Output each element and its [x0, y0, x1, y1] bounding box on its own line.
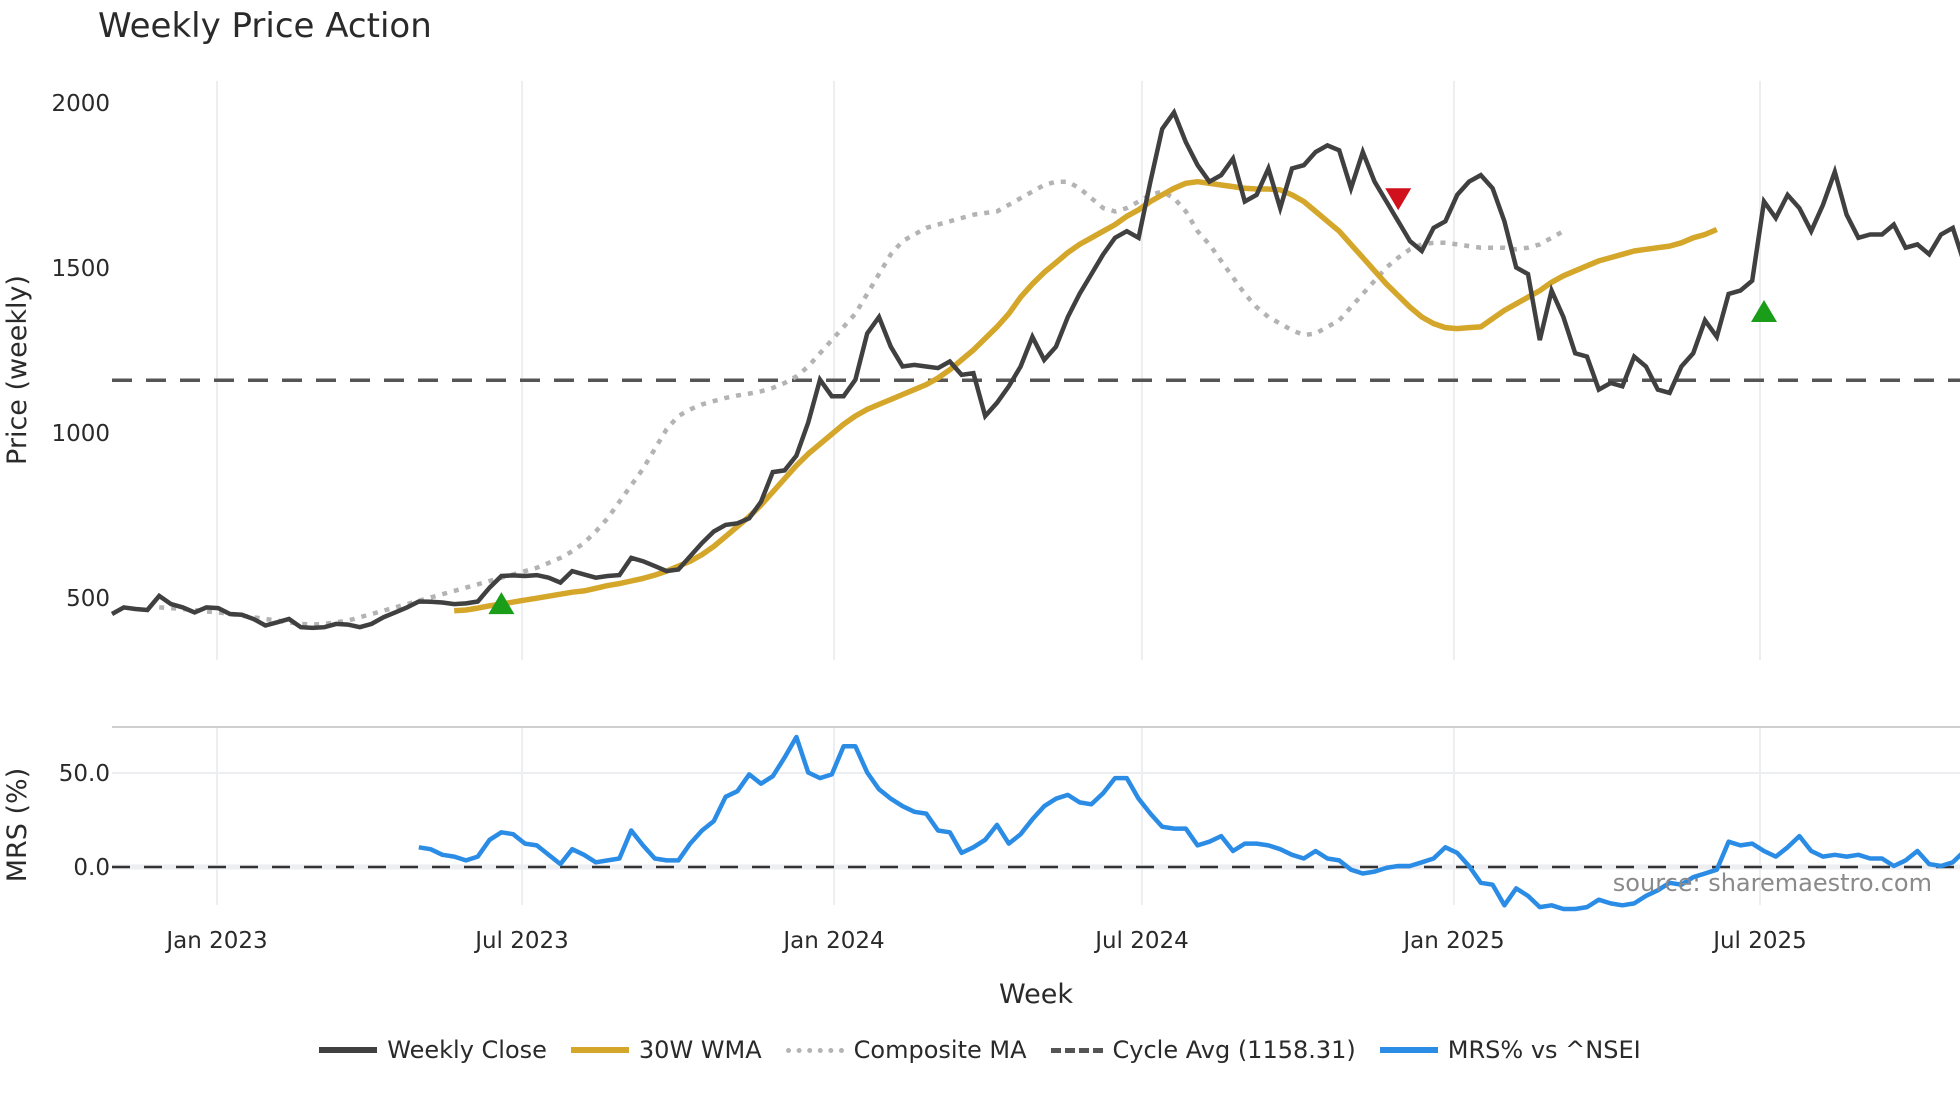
- price-ytick-500: 500: [66, 586, 110, 612]
- signal-markers: [488, 188, 1777, 615]
- legend-item-weekly-close[interactable]: Weekly Close: [319, 1036, 547, 1064]
- composite-ma-line: [159, 179, 1565, 627]
- legend-item-composite[interactable]: Composite MA: [785, 1036, 1027, 1064]
- legend-item-cycle-avg[interactable]: Cycle Avg (1158.31): [1050, 1036, 1356, 1064]
- composite-swatch-icon: [785, 1047, 844, 1053]
- mrs-line: [418, 734, 1960, 912]
- xtick-jul-2023: Jul 2023: [473, 928, 569, 954]
- mrs-ytick-0: 0.0: [73, 855, 110, 881]
- legend-label-mrs: MRS% vs ^NSEI: [1447, 1036, 1641, 1064]
- price-ytick-1500: 1500: [51, 256, 110, 282]
- x-axis-title: Week: [999, 979, 1073, 1010]
- buy-signal-triangle-icon: [1751, 300, 1777, 323]
- xtick-jan-2024: Jan 2024: [781, 928, 884, 954]
- weekly-close-line: [110, 107, 1960, 631]
- legend-label-wma: 30W WMA: [638, 1036, 762, 1064]
- mrs-swatch-icon: [1379, 1047, 1438, 1053]
- legend-label-weekly-close: Weekly Close: [387, 1036, 547, 1064]
- legend-item-mrs[interactable]: MRS% vs ^NSEI: [1379, 1036, 1641, 1064]
- legend-item-wma[interactable]: 30W WMA: [570, 1036, 762, 1064]
- xtick-jan-2023: Jan 2023: [164, 928, 267, 954]
- mrs-y-axis-title: MRS (%): [2, 768, 33, 883]
- legend-label-composite: Composite MA: [853, 1036, 1027, 1064]
- source-note: source: sharemaestro.com: [1613, 869, 1932, 897]
- cycle-swatch-icon: [1050, 1047, 1103, 1053]
- legend: Weekly Close 30W WMA Composite MA Cycle …: [0, 1036, 1960, 1064]
- vertical-gridlines: [216, 81, 1761, 905]
- price-y-axis-title: Price (weekly): [2, 275, 33, 465]
- xtick-jan-2025: Jan 2025: [1401, 928, 1504, 954]
- price-ytick-2000: 2000: [51, 91, 110, 117]
- price-ytick-1000: 1000: [51, 421, 110, 447]
- mrs-ytick-50: 50.0: [59, 761, 110, 787]
- xtick-jul-2024: Jul 2024: [1093, 928, 1189, 954]
- legend-label-cycle-avg: Cycle Avg (1158.31): [1112, 1036, 1356, 1064]
- weekly-close-swatch-icon: [319, 1047, 378, 1053]
- buy-signal-triangle-icon: [488, 592, 515, 615]
- sell-signal-triangle-icon: [1385, 188, 1412, 211]
- xtick-jul-2025: Jul 2025: [1711, 928, 1807, 954]
- wma-swatch-icon: [570, 1047, 629, 1053]
- chart-title: Weekly Price Action: [98, 6, 432, 46]
